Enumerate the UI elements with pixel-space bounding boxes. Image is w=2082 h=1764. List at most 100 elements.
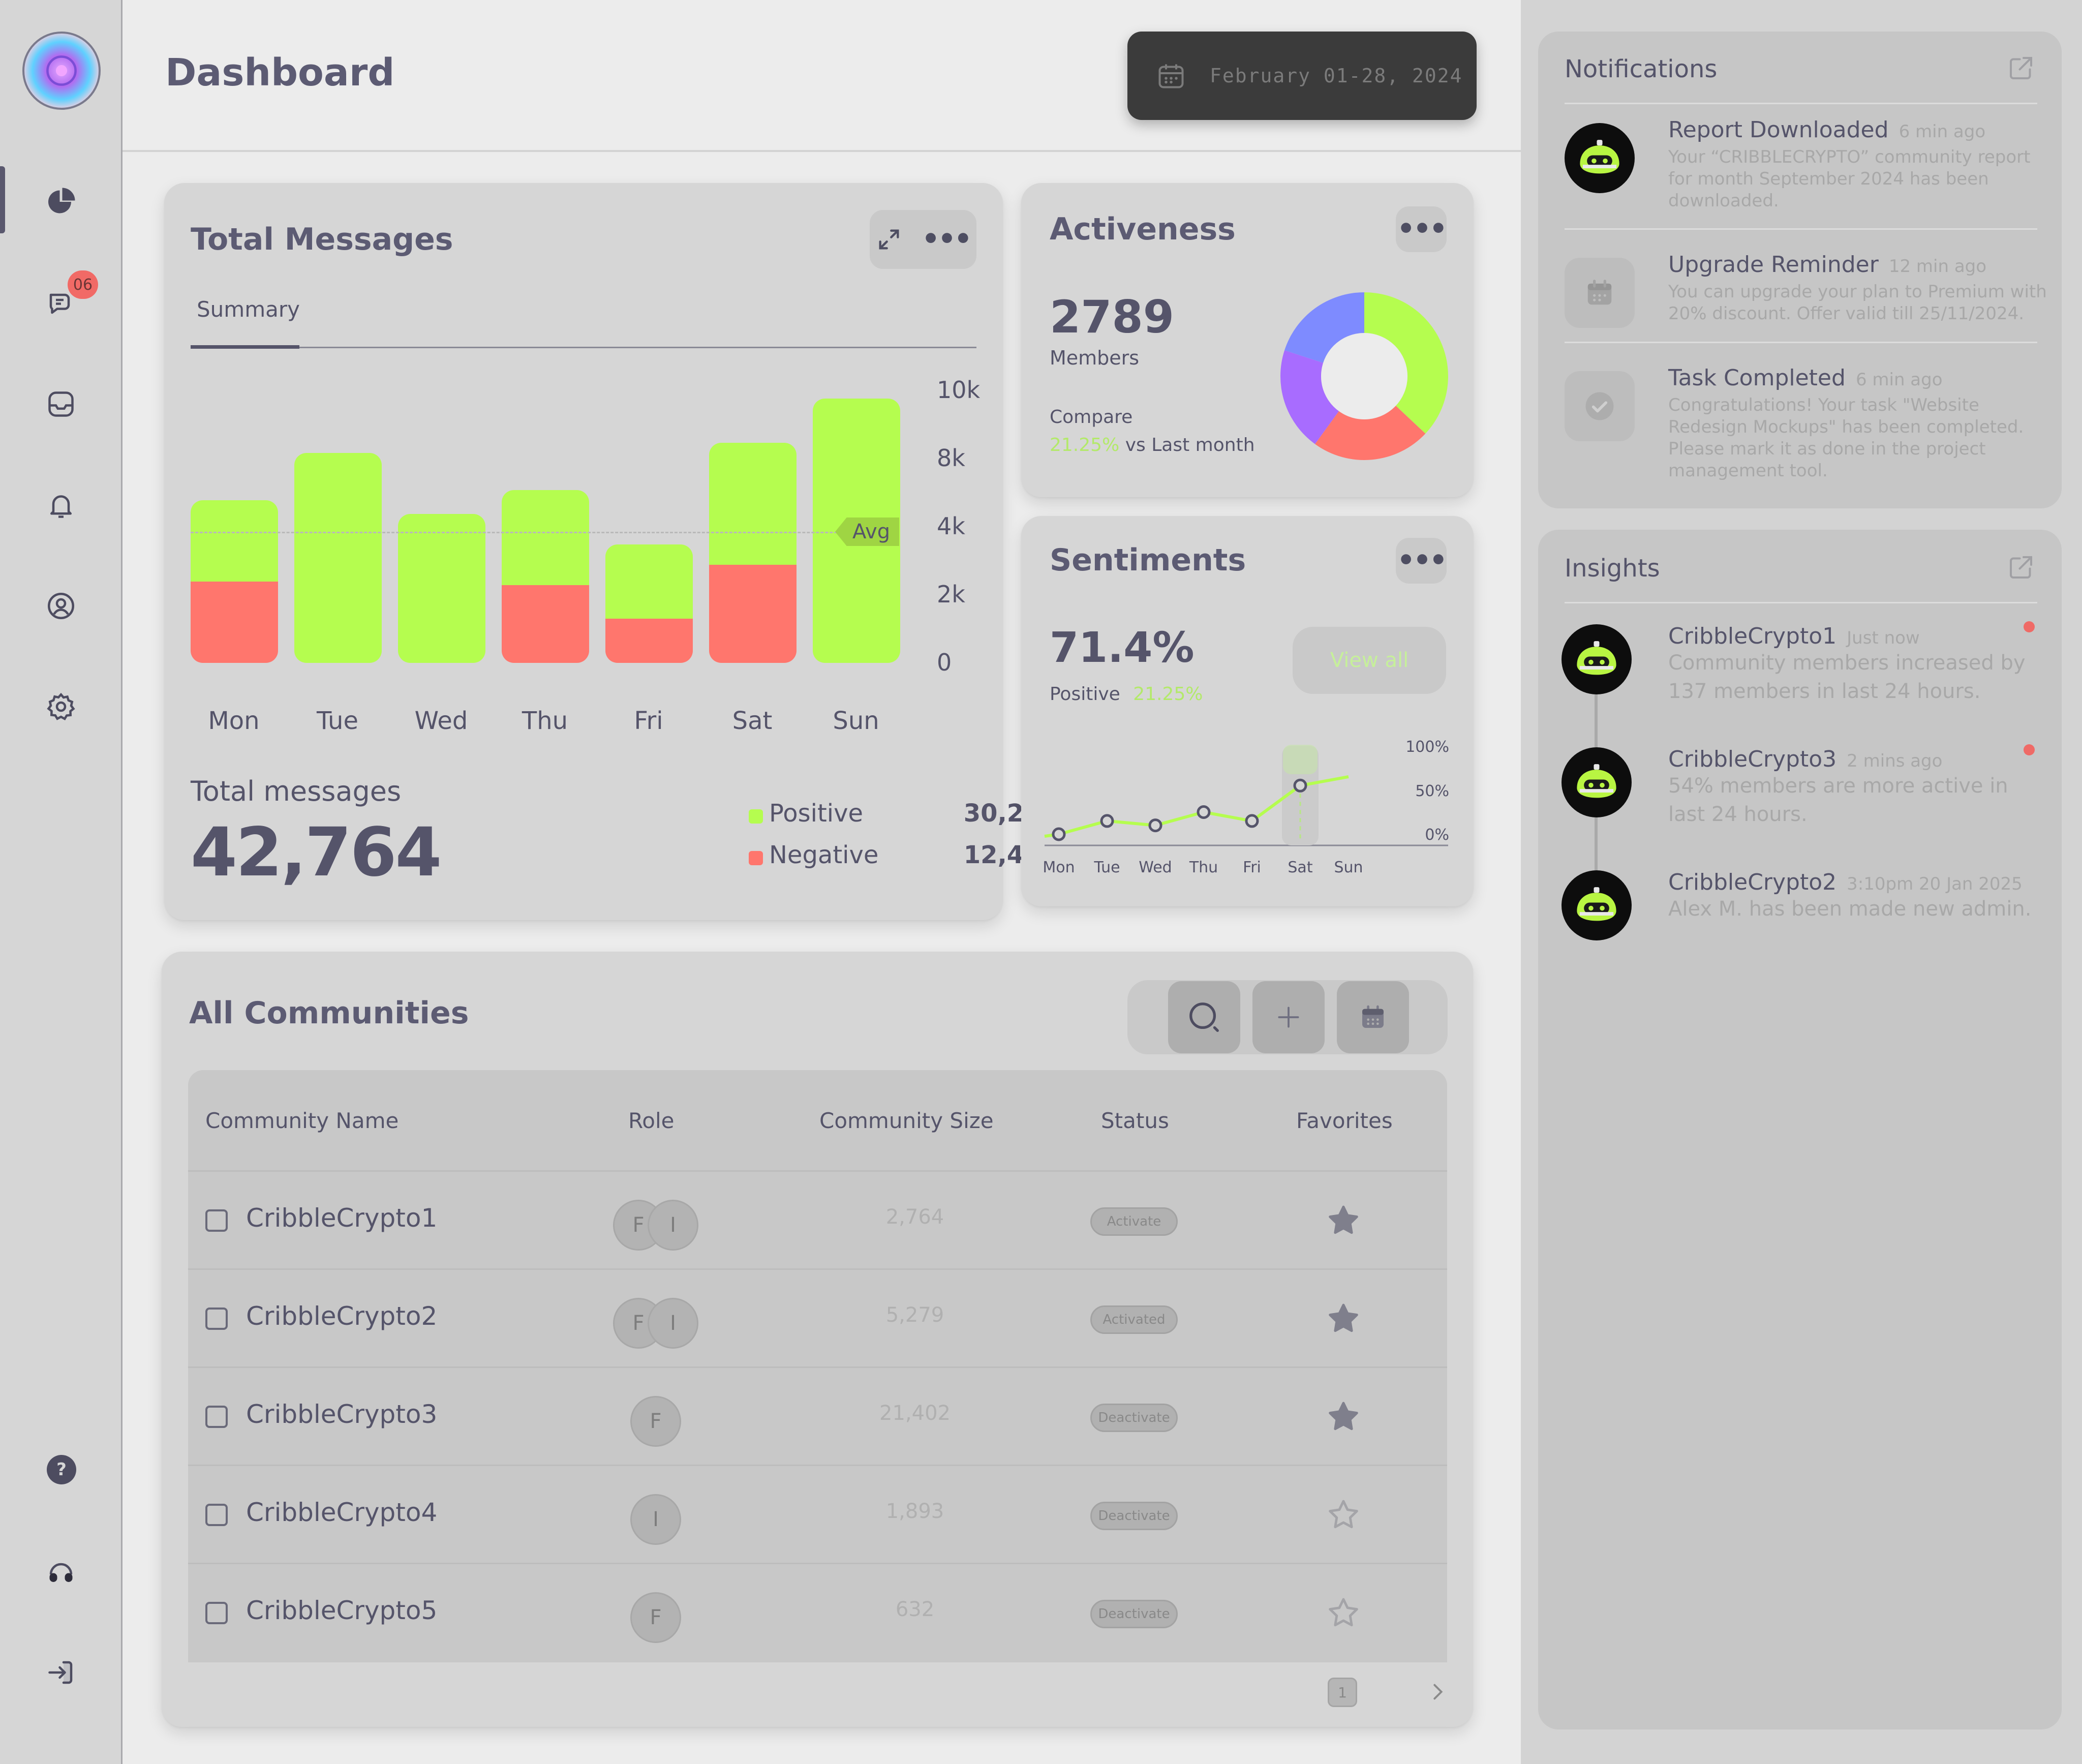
open-external-icon[interactable] xyxy=(2006,53,2036,83)
notification-title[interactable]: Task Completed 6 min ago xyxy=(1668,365,1943,391)
app-logo[interactable] xyxy=(22,32,101,110)
page-title: Dashboard xyxy=(165,51,395,95)
sentiment-point-thu[interactable] xyxy=(1197,805,1211,819)
y-tick-label: 4k xyxy=(937,512,965,540)
row-checkbox[interactable] xyxy=(205,1209,228,1232)
favorite-star-icon[interactable] xyxy=(1325,1202,1362,1239)
x-label-tue: Tue xyxy=(317,707,358,735)
sentiment-point-sat[interactable] xyxy=(1293,778,1307,793)
nav-dashboard[interactable] xyxy=(41,181,81,222)
notification-body: Congratulations! Your task "Website Rede… xyxy=(1668,395,2024,481)
sentiment-point-tue[interactable] xyxy=(1100,814,1114,828)
donut-slice-1[interactable] xyxy=(1315,406,1426,460)
insight-title[interactable]: CribbleCrypto2 3:10pm 20 Jan 2025 xyxy=(1668,869,2023,895)
row-checkbox[interactable] xyxy=(205,1504,228,1526)
notification-body: Your “CRIBBLECRYPTO” community report fo… xyxy=(1668,147,2031,211)
sent-x-label: Tue xyxy=(1093,859,1120,876)
table-row[interactable]: CribbleCrypto1 F I 2,764 Activate xyxy=(188,1170,1447,1268)
table-row[interactable]: CribbleCrypto4 I 1,893 Deactivate xyxy=(188,1465,1447,1562)
sentiment-point-mon[interactable] xyxy=(1052,827,1066,841)
notification-badge: 06 xyxy=(68,270,98,299)
date-range-picker[interactable]: February 01-28, 2024 xyxy=(1127,32,1477,120)
status-badge[interactable]: Deactivate xyxy=(1090,1404,1178,1432)
bar-sat[interactable] xyxy=(709,442,797,663)
status-badge[interactable]: Activated xyxy=(1090,1305,1178,1334)
collapse-icon[interactable] xyxy=(876,226,902,253)
table-row[interactable]: CribbleCrypto2 F I 5,279 Activated xyxy=(188,1268,1447,1366)
legend-positive: Positive 30,297 xyxy=(749,799,1058,835)
add-community-button[interactable] xyxy=(1252,981,1325,1053)
messages-bar-chart xyxy=(164,183,1003,742)
sentiment-point-wed[interactable] xyxy=(1148,818,1162,833)
communities-toolbar xyxy=(1127,980,1448,1054)
more-options-icon: ••• xyxy=(1397,544,1447,577)
favorite-star-icon[interactable] xyxy=(1325,1595,1362,1631)
insight-body: Community members increased by 137 membe… xyxy=(1668,651,2026,703)
bar-negative-segment xyxy=(605,619,693,663)
col-header-size[interactable]: Community Size xyxy=(819,1108,994,1133)
table-row[interactable]: CribbleCrypto3 F 21,402 Deactivate xyxy=(188,1366,1447,1464)
activeness-more-button[interactable]: ••• xyxy=(1396,206,1448,252)
insight-title[interactable]: CribbleCrypto1 Just now xyxy=(1668,623,1920,649)
nav-inbox[interactable] xyxy=(41,384,81,424)
bar-tue[interactable] xyxy=(294,452,382,663)
highlight-cap xyxy=(1283,745,1318,774)
table-row[interactable]: CribbleCrypto5 F 632 Deactivate xyxy=(188,1563,1447,1660)
donut-slice-2[interactable] xyxy=(1280,350,1339,444)
logout-button[interactable] xyxy=(41,1652,81,1693)
legend-swatch xyxy=(749,809,763,824)
col-header-role[interactable]: Role xyxy=(628,1108,675,1133)
col-header-name[interactable]: Community Name xyxy=(205,1108,399,1133)
activeness-donut-chart xyxy=(1280,292,1448,460)
status-badge[interactable]: Activate xyxy=(1090,1207,1178,1236)
sentiment-value: 71.4% xyxy=(1050,624,1195,672)
bar-wed[interactable] xyxy=(398,513,485,663)
tab-summary[interactable]: Summary xyxy=(197,297,300,322)
nav-messages[interactable] xyxy=(41,282,81,323)
notification-time: 6 min ago xyxy=(1899,121,1986,142)
more-options-icon[interactable]: ••• xyxy=(922,223,972,256)
legend-label: Negative xyxy=(769,841,879,869)
open-external-icon[interactable] xyxy=(2006,552,2036,583)
community-name: CribbleCrypto1 xyxy=(246,1203,438,1233)
nav-notifications[interactable] xyxy=(41,485,81,526)
pagination-page[interactable]: 1 xyxy=(1328,1678,1357,1707)
sentiment-line xyxy=(1044,775,1349,838)
row-checkbox[interactable] xyxy=(205,1307,228,1330)
col-header-status[interactable]: Status xyxy=(1101,1108,1169,1133)
bar-mon[interactable] xyxy=(191,500,278,663)
average-line xyxy=(191,532,892,533)
next-page-icon[interactable] xyxy=(1426,1680,1449,1704)
help-button[interactable]: ? xyxy=(47,1455,76,1484)
nav-settings[interactable] xyxy=(41,686,81,727)
sentiments-line-chart: Mon Tue Wed Thu Fri Sat Sun 100% 50% 0% xyxy=(1043,738,1449,876)
insight-title[interactable]: CribbleCrypto3 2 mins ago xyxy=(1668,746,1942,772)
col-header-favorites[interactable]: Favorites xyxy=(1296,1108,1393,1133)
status-badge[interactable]: Deactivate xyxy=(1090,1502,1178,1530)
favorite-star-icon[interactable] xyxy=(1325,1497,1362,1533)
row-checkbox[interactable] xyxy=(205,1602,228,1624)
sentiments-more-button[interactable]: ••• xyxy=(1396,538,1448,584)
nav-profile[interactable] xyxy=(41,586,81,626)
donut-slice-3[interactable] xyxy=(1284,292,1364,363)
notification-title[interactable]: Upgrade Reminder 12 min ago xyxy=(1668,252,1986,278)
search-button[interactable] xyxy=(1168,981,1240,1053)
calendar-filter-button[interactable] xyxy=(1337,981,1409,1053)
status-badge[interactable]: Deactivate xyxy=(1090,1600,1178,1628)
x-label-fri: Fri xyxy=(634,707,663,735)
y-tick-label: 2k xyxy=(937,581,965,608)
favorite-star-icon[interactable] xyxy=(1325,1398,1362,1435)
donut-slice-0[interactable] xyxy=(1364,292,1448,434)
row-checkbox[interactable] xyxy=(205,1406,228,1428)
bar-fri[interactable] xyxy=(605,544,693,663)
bot-avatar-icon xyxy=(1562,624,1632,694)
favorite-star-icon[interactable] xyxy=(1325,1300,1362,1337)
sentiment-point-fri[interactable] xyxy=(1245,814,1259,828)
notification-title[interactable]: Report Downloaded 6 min ago xyxy=(1668,117,1985,143)
support-button[interactable] xyxy=(41,1552,81,1592)
x-label-mon: Mon xyxy=(208,707,260,735)
activeness-card: Activeness ••• 2789 Members Compare 21.2… xyxy=(1021,183,1474,497)
bar-thu[interactable] xyxy=(502,490,589,663)
view-all-button[interactable]: View all xyxy=(1293,627,1446,694)
calendar-icon xyxy=(1587,280,1612,305)
